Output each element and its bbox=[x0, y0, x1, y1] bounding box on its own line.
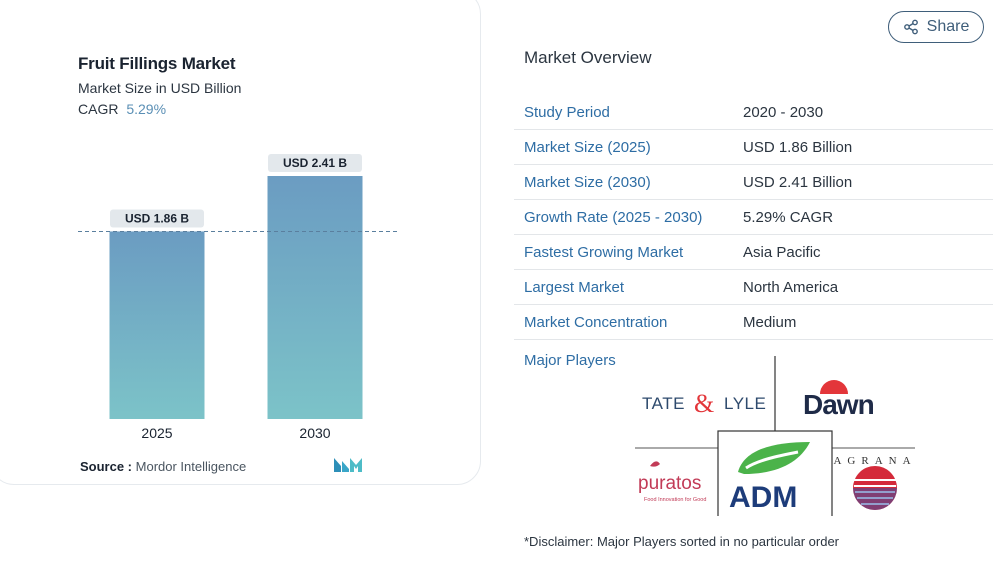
bar-2030 bbox=[267, 176, 363, 419]
data-label-bg bbox=[268, 154, 362, 172]
share-icon bbox=[903, 19, 918, 35]
overview-row-value: Asia Pacific bbox=[733, 234, 993, 270]
source-value: Mordor Intelligence bbox=[135, 459, 247, 474]
puratos-logo: puratos Food Innovation for Good bbox=[638, 461, 706, 503]
source-label: Source : bbox=[80, 459, 133, 474]
chart-title: Fruit Fillings Market bbox=[78, 54, 236, 73]
major-players-logos: TATE & LYLE Dawn puratos Food Innovation… bbox=[635, 356, 916, 516]
svg-text:Food Innovation for Good: Food Innovation for Good bbox=[644, 497, 706, 503]
overview-row-value: USD 2.41 Billion bbox=[733, 164, 993, 200]
data-label-bg bbox=[110, 209, 204, 228]
overview-table: Study Period 2020 - 2030 Market Size (2025… bbox=[514, 95, 993, 340]
svg-text:Dawn: Dawn bbox=[803, 389, 874, 420]
overview-row: Study Period 2020 - 2030 bbox=[514, 95, 993, 130]
x-tick-label: 2025 bbox=[141, 425, 172, 441]
data-label: USD 1.86 B bbox=[125, 211, 189, 225]
mordor-intelligence-logo bbox=[334, 458, 362, 472]
overview-row-value: 5.29% CAGR bbox=[733, 199, 993, 235]
svg-text:AGRANA: AGRANA bbox=[833, 455, 916, 467]
overview-row: Growth Rate (2025 - 2030) 5.29% CAGR bbox=[514, 199, 993, 235]
overview-row-key[interactable]: Growth Rate (2025 - 2030) bbox=[514, 199, 733, 235]
overview-row-key[interactable]: Market Size (2030) bbox=[514, 164, 733, 200]
svg-text:LYLE: LYLE bbox=[724, 394, 766, 413]
dawn-logo: Dawn bbox=[803, 380, 875, 420]
svg-text:TATE: TATE bbox=[642, 394, 685, 413]
disclaimer: *Disclaimer: Major Players sorted in no … bbox=[524, 534, 840, 549]
bar-2025 bbox=[109, 231, 205, 419]
adm-logo: ADM bbox=[729, 442, 810, 514]
share-label: Share bbox=[926, 18, 970, 35]
share-button[interactable]: Share bbox=[888, 11, 984, 43]
overview-row: Market Size (2025) USD 1.86 Billion bbox=[514, 129, 993, 165]
x-tick-label: 2030 bbox=[299, 425, 330, 441]
overview-row: Fastest Growing Market Asia Pacific bbox=[514, 234, 993, 270]
data-label: USD 2.41 B bbox=[283, 156, 347, 170]
source-line: Source : Mordor Intelligence bbox=[80, 459, 246, 474]
cagr-value: 5.29% bbox=[126, 101, 167, 117]
overview-title: Market Overview bbox=[524, 48, 652, 67]
overview-row-key[interactable]: Largest Market bbox=[514, 269, 733, 305]
overview-row-key[interactable]: Market Size (2025) bbox=[514, 129, 733, 165]
svg-text:&: & bbox=[694, 389, 714, 418]
overview-row: Market Size (2030) USD 2.41 Billion bbox=[514, 164, 993, 200]
overview-row: Largest Market North America bbox=[514, 269, 993, 305]
chart-subtitle: Market Size in USD Billion bbox=[78, 80, 242, 96]
agrana-logo: AGRANA bbox=[833, 455, 916, 510]
overview-row-key[interactable]: Fastest Growing Market bbox=[514, 234, 733, 270]
overview-row: Market Concentration Medium bbox=[514, 304, 993, 340]
bar-chart: USD 1.86 B 2025 USD 2.41 B 2030 bbox=[78, 154, 398, 441]
major-players-label: Major Players bbox=[524, 352, 616, 369]
overview-row-key[interactable]: Study Period bbox=[514, 95, 733, 130]
chart-cagr: CAGR 5.29% bbox=[78, 101, 166, 117]
overview-row-value: North America bbox=[733, 269, 993, 305]
overview-row-value: 2020 - 2030 bbox=[733, 95, 993, 130]
svg-text:puratos: puratos bbox=[638, 473, 701, 494]
chart-card bbox=[0, 0, 481, 485]
tate-and-lyle-logo: TATE & LYLE bbox=[642, 389, 766, 418]
overview-row-value: Medium bbox=[733, 304, 993, 340]
overview-row-value: USD 1.86 Billion bbox=[733, 129, 993, 165]
overview-row-key[interactable]: Market Concentration bbox=[514, 304, 733, 340]
cagr-label: CAGR bbox=[78, 101, 119, 117]
svg-text:ADM: ADM bbox=[729, 481, 797, 514]
